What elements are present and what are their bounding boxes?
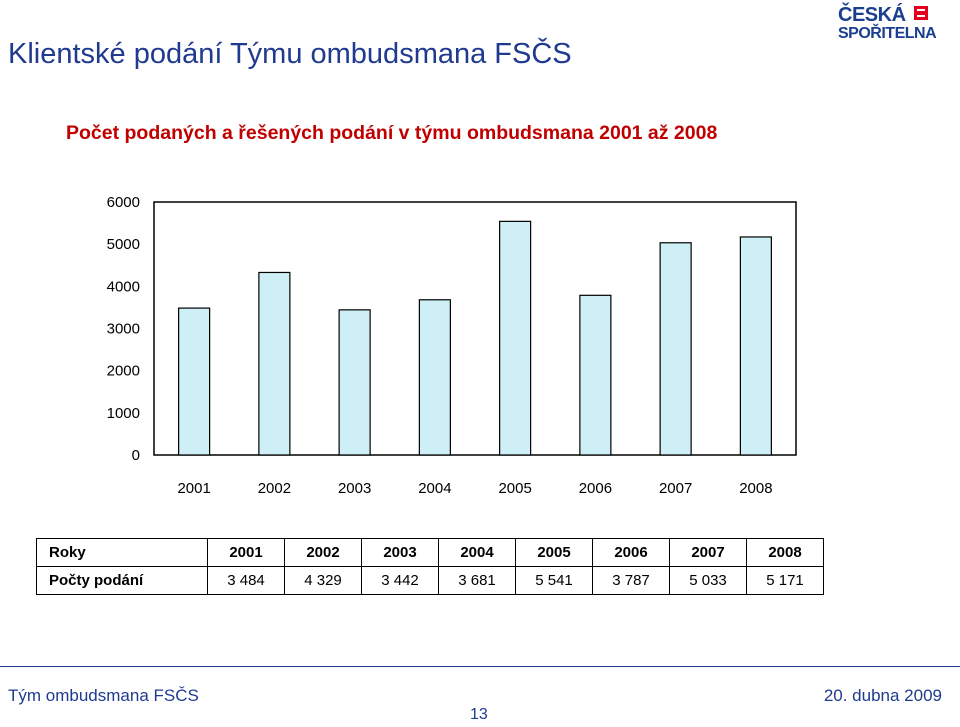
- y-tick-label: 5000: [107, 236, 140, 253]
- x-tick-label: 2005: [498, 480, 531, 497]
- logo-mark-icon: [914, 6, 928, 20]
- plot-frame: [153, 201, 797, 456]
- footer-date: 20. dubna 2009: [823, 686, 942, 705]
- y-tick-label: 6000: [107, 194, 140, 211]
- x-tick-label: 2006: [579, 480, 612, 497]
- y-tick-label: 3000: [107, 321, 140, 338]
- y-tick-label: 1000: [107, 405, 140, 422]
- bar: [739, 236, 772, 456]
- bar-chart: 0 1000 2000 3000 4000 5000 6000 2001 2002 2003 200…: [107, 194, 797, 497]
- year-cell: 2008: [746, 538, 824, 567]
- count-cell: 4 329: [284, 566, 362, 595]
- y-tick-label: 0: [132, 447, 140, 464]
- x-tick-label: 2003: [338, 480, 371, 497]
- row-label-years: Roky: [36, 538, 208, 567]
- table-row-years: Roky 2001 2002 2003 2004 2005 2006 2007 2008: [36, 538, 824, 567]
- x-tick-label: 2001: [177, 480, 210, 497]
- y-tick-label: 2000: [107, 363, 140, 380]
- bar: [178, 307, 211, 456]
- x-tick-label: 2004: [418, 480, 451, 497]
- bar: [338, 309, 371, 456]
- year-cell: 2007: [669, 538, 747, 567]
- logo-line-2: SPOŘITELNA: [838, 25, 937, 42]
- ceska-sporitelna-logo: ČESKÁ SPOŘITELNA: [838, 4, 937, 44]
- count-cell: 3 787: [592, 566, 670, 595]
- x-tick-label: 2002: [258, 480, 291, 497]
- bar: [499, 220, 532, 456]
- count-cell: 5 171: [746, 566, 824, 595]
- slide-title: Klientské podání Týmu ombudsmana FSČS: [8, 38, 572, 70]
- chart-title: Počet podaných a řešených podání v týmu …: [66, 122, 718, 144]
- count-cell: 5 033: [669, 566, 747, 595]
- year-cell: 2002: [284, 538, 362, 567]
- count-cell: 3 442: [361, 566, 439, 595]
- footer-divider: [0, 666, 960, 667]
- row-label-counts: Počty podání: [36, 566, 208, 595]
- logo-line-1: ČESKÁ: [838, 4, 906, 26]
- year-cell: 2001: [207, 538, 285, 567]
- count-cell: 5 541: [515, 566, 593, 595]
- year-cell: 2004: [438, 538, 516, 567]
- x-tick-label: 2008: [739, 480, 772, 497]
- year-cell: 2005: [515, 538, 593, 567]
- page-number: 13: [470, 706, 488, 723]
- year-cell: 2003: [361, 538, 439, 567]
- y-tick-label: 4000: [107, 278, 140, 295]
- data-table: Roky 2001 2002 2003 2004 2005 2006 2007 2008 Po…: [36, 538, 824, 595]
- bar: [579, 294, 612, 456]
- bar: [418, 299, 451, 456]
- year-cell: 2006: [592, 538, 670, 567]
- x-tick-label: 2007: [659, 480, 692, 497]
- count-cell: 3 484: [207, 566, 285, 595]
- footer-team-name: Tým ombudsmana FSČS: [8, 686, 199, 705]
- bar: [258, 271, 291, 456]
- table-row-counts: Počty podání 3 484 4 329 3 442 3 681 5 541 3 …: [36, 566, 824, 595]
- bar: [659, 242, 692, 456]
- count-cell: 3 681: [438, 566, 516, 595]
